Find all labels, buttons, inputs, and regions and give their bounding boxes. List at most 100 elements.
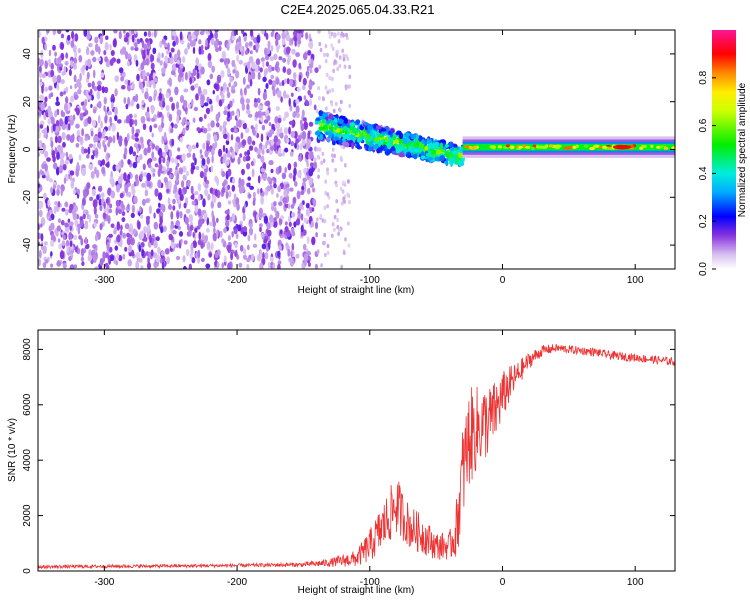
heat-cell xyxy=(318,64,322,70)
heat-cell xyxy=(266,149,270,154)
heat-cell xyxy=(340,31,344,36)
heat-cell xyxy=(227,200,232,205)
heat-cell xyxy=(88,163,94,170)
heat-cell xyxy=(94,234,99,242)
heat-cell xyxy=(146,47,150,56)
heat-cell xyxy=(489,145,496,149)
heat-cell xyxy=(210,104,214,113)
heat-cell xyxy=(290,250,293,259)
y-tick-label: 6000 xyxy=(22,393,33,416)
heat-cell xyxy=(204,188,209,196)
heat-cell xyxy=(265,32,269,41)
heat-cell xyxy=(85,65,89,71)
heat-cell xyxy=(80,256,84,262)
heat-cell xyxy=(69,135,75,143)
heat-cell xyxy=(86,71,90,80)
heat-cell xyxy=(39,124,44,129)
heat-cell xyxy=(67,218,71,223)
heat-cell xyxy=(87,135,91,140)
heat-cell xyxy=(92,244,97,249)
heat-cell xyxy=(338,55,342,60)
heat-cell xyxy=(140,62,145,71)
heat-cell xyxy=(132,228,137,235)
heat-cell xyxy=(244,42,249,49)
heat-cell xyxy=(60,79,65,85)
heat-cell xyxy=(172,229,177,235)
heat-cell xyxy=(424,146,429,150)
heat-cell xyxy=(80,248,85,257)
heat-cell xyxy=(215,94,220,103)
heat-cell xyxy=(158,111,163,118)
heat-cell xyxy=(328,34,332,39)
heat-cell xyxy=(231,184,236,192)
heat-cell xyxy=(111,94,115,99)
heat-cell xyxy=(72,189,76,195)
heat-cell xyxy=(310,220,314,228)
heat-cell xyxy=(264,251,269,260)
heat-cell xyxy=(173,123,178,129)
heat-cell xyxy=(39,81,43,87)
heat-cell xyxy=(295,105,300,114)
heat-cell xyxy=(123,37,129,43)
heat-cell xyxy=(232,177,236,184)
heat-cell xyxy=(105,198,109,204)
heat-cell xyxy=(145,251,149,257)
heat-cell xyxy=(243,35,247,42)
heat-cell xyxy=(38,171,41,180)
heat-cell xyxy=(116,119,122,124)
heat-cell xyxy=(306,160,309,168)
heat-cell xyxy=(124,246,128,252)
heat-cell xyxy=(205,30,209,35)
heat-cell xyxy=(132,161,138,169)
heat-cell xyxy=(182,174,187,181)
heat-cell xyxy=(134,119,138,127)
heat-cell xyxy=(326,171,330,176)
heat-cell xyxy=(246,162,251,170)
heat-cell xyxy=(225,185,229,194)
heat-cell xyxy=(112,135,116,144)
heat-cell xyxy=(336,49,339,55)
heat-cell xyxy=(116,58,121,64)
heat-cell xyxy=(43,241,48,246)
heat-cell xyxy=(226,91,231,99)
heat-cell xyxy=(283,127,289,135)
heat-cell xyxy=(138,244,142,253)
heat-cell xyxy=(291,37,294,45)
heat-cell xyxy=(197,239,202,246)
heat-cell xyxy=(126,82,132,92)
heat-cell xyxy=(303,121,309,130)
heat-cell xyxy=(229,146,233,153)
heat-cell xyxy=(236,254,240,260)
heat-cell xyxy=(314,221,319,230)
heat-cell xyxy=(313,104,317,111)
heat-cell xyxy=(132,151,137,157)
heat-cell xyxy=(70,40,75,48)
heat-cell xyxy=(97,159,101,166)
heat-cell xyxy=(226,132,230,141)
heat-cell xyxy=(88,214,92,223)
heat-cell xyxy=(532,144,537,148)
heat-cell xyxy=(42,245,47,254)
heat-cell xyxy=(40,102,45,112)
heat-cell xyxy=(131,134,136,140)
heat-cell xyxy=(334,167,337,173)
heat-cell xyxy=(265,141,268,150)
bottom-plot-frame xyxy=(37,329,676,572)
heat-cell xyxy=(38,232,42,240)
heat-cell xyxy=(299,153,302,163)
heat-cell xyxy=(205,234,208,242)
heat-cell xyxy=(57,184,61,190)
heat-cell xyxy=(210,120,215,128)
heat-cell xyxy=(166,182,169,188)
colorbar-tick-label: 0.0 xyxy=(698,262,709,276)
heat-cell xyxy=(321,126,328,130)
heat-cell xyxy=(158,202,161,208)
heat-cell xyxy=(126,115,131,124)
heat-cell xyxy=(338,108,342,113)
heat-cell xyxy=(281,38,286,45)
heat-cell xyxy=(308,99,312,106)
heat-cell xyxy=(147,30,152,38)
heat-cell xyxy=(74,94,79,100)
heat-cell xyxy=(69,203,74,211)
heat-cell xyxy=(38,183,41,188)
